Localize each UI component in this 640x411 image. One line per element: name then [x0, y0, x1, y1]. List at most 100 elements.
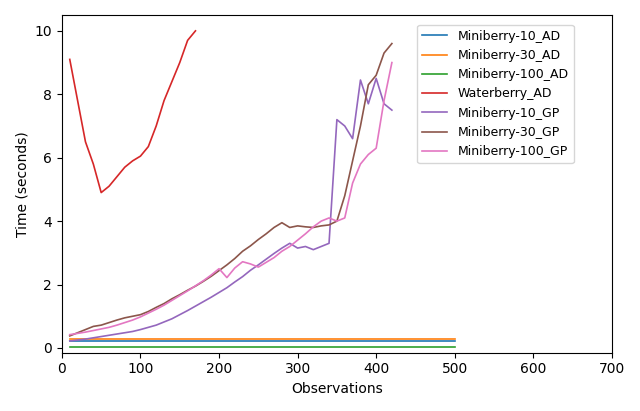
- Miniberry-10_AD: [301, 339, 309, 344]
- Miniberry-100_AD: [419, 345, 427, 350]
- Miniberry-100_GP: [239, 259, 246, 264]
- Miniberry-10_GP: [82, 337, 90, 342]
- Miniberry-30_GP: [200, 279, 207, 284]
- Waterberry_AD: [168, 79, 176, 84]
- Miniberry-100_AD: [246, 345, 254, 350]
- Miniberry-100_GP: [317, 219, 325, 224]
- Miniberry-10_AD: [404, 339, 412, 344]
- Miniberry-10_GP: [294, 246, 301, 251]
- Miniberry-30_GP: [136, 312, 144, 317]
- Miniberry-10_AD: [294, 339, 301, 344]
- Miniberry-100_AD: [239, 345, 246, 350]
- Miniberry-30_AD: [294, 337, 301, 342]
- Miniberry-10_AD: [207, 339, 215, 344]
- Miniberry-10_GP: [278, 246, 285, 251]
- Miniberry-30_GP: [255, 237, 262, 242]
- Miniberry-30_GP: [66, 333, 74, 338]
- Miniberry-100_AD: [255, 345, 262, 350]
- Miniberry-30_AD: [152, 337, 160, 342]
- Miniberry-30_GP: [207, 274, 215, 279]
- Miniberry-30_AD: [262, 337, 270, 342]
- Miniberry-10_AD: [333, 339, 340, 344]
- Miniberry-10_AD: [270, 339, 278, 344]
- Miniberry-10_GP: [160, 319, 168, 324]
- Miniberry-30_AD: [168, 337, 176, 342]
- Line: Waterberry_AD: Waterberry_AD: [70, 31, 195, 193]
- Miniberry-10_GP: [200, 299, 207, 304]
- Waterberry_AD: [97, 190, 105, 195]
- Miniberry-100_GP: [310, 224, 317, 229]
- Miniberry-100_AD: [66, 345, 74, 350]
- Miniberry-100_AD: [356, 345, 364, 350]
- Miniberry-30_AD: [310, 337, 317, 342]
- Waterberry_AD: [121, 165, 129, 170]
- Miniberry-30_GP: [325, 222, 333, 227]
- Miniberry-10_GP: [349, 136, 356, 141]
- Miniberry-100_GP: [215, 266, 223, 271]
- Miniberry-10_GP: [356, 78, 364, 83]
- Miniberry-10_GP: [105, 333, 113, 338]
- Miniberry-100_AD: [184, 345, 191, 350]
- Miniberry-100_AD: [121, 345, 129, 350]
- Waterberry_AD: [82, 139, 90, 144]
- Miniberry-10_AD: [90, 339, 97, 344]
- Miniberry-100_AD: [129, 345, 136, 350]
- Miniberry-30_AD: [105, 337, 113, 342]
- Miniberry-30_AD: [255, 337, 262, 342]
- Miniberry-10_GP: [301, 244, 309, 249]
- Miniberry-30_AD: [380, 337, 388, 342]
- Miniberry-100_AD: [152, 345, 160, 350]
- Miniberry-100_AD: [286, 345, 294, 350]
- Miniberry-100_GP: [129, 318, 136, 323]
- Miniberry-10_GP: [136, 327, 144, 332]
- Miniberry-30_GP: [341, 193, 349, 198]
- Miniberry-100_AD: [90, 345, 97, 350]
- Miniberry-10_GP: [152, 323, 160, 328]
- Miniberry-100_GP: [333, 219, 340, 224]
- Miniberry-100_AD: [349, 345, 356, 350]
- Miniberry-100_AD: [136, 345, 144, 350]
- Miniberry-30_AD: [215, 337, 223, 342]
- Line: Miniberry-100_GP: Miniberry-100_GP: [70, 62, 392, 335]
- Miniberry-100_AD: [404, 345, 412, 350]
- Miniberry-100_GP: [200, 278, 207, 283]
- Miniberry-30_AD: [341, 337, 349, 342]
- Waterberry_AD: [113, 174, 121, 179]
- Miniberry-30_GP: [270, 225, 278, 230]
- Miniberry-100_GP: [176, 293, 184, 298]
- Miniberry-100_AD: [372, 345, 380, 350]
- Miniberry-10_GP: [310, 247, 317, 252]
- Miniberry-10_GP: [231, 279, 239, 284]
- Y-axis label: Time (seconds): Time (seconds): [15, 131, 29, 237]
- Miniberry-30_AD: [419, 337, 427, 342]
- Miniberry-30_GP: [113, 318, 121, 323]
- Miniberry-10_GP: [317, 244, 325, 249]
- Miniberry-10_AD: [168, 339, 176, 344]
- Miniberry-30_AD: [333, 337, 340, 342]
- Miniberry-100_AD: [294, 345, 301, 350]
- Miniberry-100_GP: [341, 215, 349, 220]
- Miniberry-10_GP: [176, 312, 184, 317]
- Miniberry-30_GP: [388, 41, 396, 46]
- Miniberry-10_GP: [364, 102, 372, 106]
- Miniberry-30_GP: [97, 323, 105, 328]
- Miniberry-100_AD: [270, 345, 278, 350]
- Miniberry-100_GP: [286, 244, 294, 249]
- Miniberry-100_GP: [145, 311, 152, 316]
- Miniberry-10_AD: [372, 339, 380, 344]
- Miniberry-10_GP: [246, 268, 254, 273]
- Miniberry-30_AD: [451, 337, 459, 342]
- Miniberry-30_AD: [239, 337, 246, 342]
- Miniberry-30_AD: [90, 337, 97, 342]
- Miniberry-10_AD: [121, 339, 129, 344]
- Miniberry-30_AD: [207, 337, 215, 342]
- Miniberry-100_GP: [66, 332, 74, 337]
- Miniberry-30_AD: [301, 337, 309, 342]
- Miniberry-30_AD: [428, 337, 435, 342]
- Miniberry-100_AD: [215, 345, 223, 350]
- Miniberry-10_GP: [129, 329, 136, 334]
- Waterberry_AD: [145, 144, 152, 149]
- Miniberry-100_AD: [176, 345, 184, 350]
- Line: Miniberry-10_GP: Miniberry-10_GP: [70, 79, 392, 341]
- Miniberry-30_GP: [223, 262, 231, 267]
